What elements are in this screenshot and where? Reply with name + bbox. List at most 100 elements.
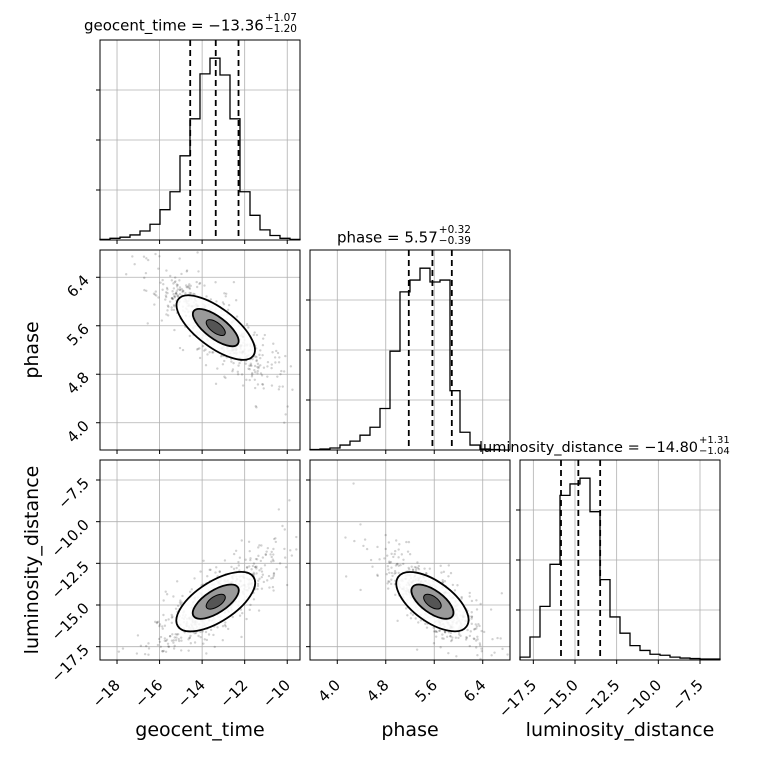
sample-point bbox=[417, 568, 421, 571]
sample-point bbox=[272, 559, 275, 563]
sample-point bbox=[164, 619, 168, 622]
sample-point bbox=[261, 382, 264, 386]
sample-point bbox=[163, 639, 166, 642]
sample-point bbox=[270, 560, 273, 563]
sample-point bbox=[262, 387, 265, 390]
sample-point bbox=[459, 634, 462, 638]
sample-point bbox=[253, 386, 257, 390]
sample-point bbox=[248, 565, 251, 568]
sample-point bbox=[387, 580, 390, 583]
sample-point bbox=[180, 601, 183, 604]
sample-point bbox=[255, 572, 258, 575]
sample-point bbox=[470, 615, 474, 619]
hist-bin bbox=[620, 633, 630, 660]
sample-point bbox=[261, 353, 264, 357]
sample-point bbox=[231, 615, 234, 619]
sample-point bbox=[254, 565, 257, 569]
x-tick-label-luminosity-distance: −7.5 bbox=[668, 676, 706, 714]
sample-point bbox=[162, 599, 165, 602]
sample-point bbox=[499, 637, 502, 640]
sample-point bbox=[205, 652, 208, 655]
sample-point bbox=[178, 286, 182, 289]
sample-point bbox=[177, 639, 181, 643]
sample-point bbox=[477, 623, 480, 626]
sample-point bbox=[475, 625, 479, 628]
sample-point bbox=[230, 565, 233, 569]
sample-point bbox=[194, 631, 198, 635]
sample-point bbox=[238, 361, 241, 365]
hist-bin bbox=[660, 655, 670, 660]
sample-point bbox=[193, 641, 197, 644]
sample-point bbox=[411, 613, 415, 617]
y-tick-label-luminosity-distance: −10.0 bbox=[48, 516, 93, 561]
sample-point bbox=[466, 628, 469, 632]
sample-point bbox=[189, 284, 192, 288]
sample-point bbox=[167, 645, 170, 648]
sample-point bbox=[180, 272, 183, 276]
sample-point bbox=[161, 650, 164, 653]
sample-point bbox=[266, 579, 269, 582]
sample-point bbox=[195, 285, 199, 289]
sample-point bbox=[275, 567, 278, 571]
sample-point bbox=[145, 644, 148, 648]
x-tick-label-geocent-time: −12 bbox=[216, 676, 251, 711]
title-luminosity-distance-minus: −1.04 bbox=[699, 446, 730, 457]
sample-point bbox=[255, 406, 258, 409]
sample-point bbox=[172, 595, 175, 598]
sample-point bbox=[386, 564, 390, 568]
sample-point bbox=[146, 258, 150, 262]
sample-point bbox=[409, 612, 413, 615]
hist-bin bbox=[240, 192, 250, 240]
sample-point bbox=[164, 291, 168, 294]
sample-point bbox=[259, 349, 262, 352]
sample-point bbox=[250, 375, 254, 378]
sample-point bbox=[254, 557, 258, 561]
sample-point bbox=[143, 276, 146, 280]
sample-point bbox=[391, 574, 394, 578]
sample-point bbox=[257, 554, 260, 558]
sample-point bbox=[256, 365, 259, 369]
sample-point bbox=[237, 364, 240, 367]
sample-point bbox=[166, 304, 170, 307]
sample-point bbox=[173, 296, 176, 299]
sample-point bbox=[218, 570, 222, 574]
sample-point bbox=[161, 625, 164, 628]
sample-point bbox=[182, 289, 185, 293]
sample-point bbox=[215, 300, 218, 303]
sample-point bbox=[262, 580, 266, 584]
sample-point bbox=[266, 365, 269, 368]
sample-point bbox=[164, 590, 167, 593]
sample-point bbox=[352, 482, 355, 485]
sample-point bbox=[428, 567, 432, 570]
sample-point bbox=[175, 633, 179, 636]
sample-point bbox=[232, 567, 236, 571]
sample-point bbox=[221, 638, 224, 642]
hist-bin bbox=[390, 351, 400, 450]
sample-point bbox=[424, 622, 427, 626]
hist-bin bbox=[180, 156, 190, 240]
sample-point bbox=[387, 587, 390, 590]
sample-point bbox=[249, 364, 252, 367]
sample-point bbox=[389, 582, 393, 586]
sample-point bbox=[188, 286, 191, 289]
sample-point bbox=[167, 645, 171, 649]
sample-point bbox=[165, 269, 168, 272]
sample-point bbox=[388, 571, 391, 575]
sample-point bbox=[265, 550, 268, 553]
panel-frame-1-1 bbox=[309, 249, 511, 451]
sample-point bbox=[226, 308, 230, 312]
sample-point bbox=[156, 643, 160, 647]
sample-point bbox=[249, 362, 253, 365]
sample-point bbox=[170, 306, 173, 309]
sample-point bbox=[472, 628, 476, 631]
sample-point bbox=[402, 558, 405, 561]
x-tick-label-geocent-time: −16 bbox=[131, 676, 166, 711]
panel-frame-0-2 bbox=[99, 459, 301, 661]
sample-point bbox=[165, 593, 169, 596]
sample-point bbox=[179, 603, 183, 606]
sample-point bbox=[147, 647, 151, 650]
sample-point bbox=[172, 639, 175, 642]
sample-point bbox=[161, 649, 164, 653]
hist-bin bbox=[160, 210, 170, 240]
sample-point bbox=[455, 655, 458, 658]
